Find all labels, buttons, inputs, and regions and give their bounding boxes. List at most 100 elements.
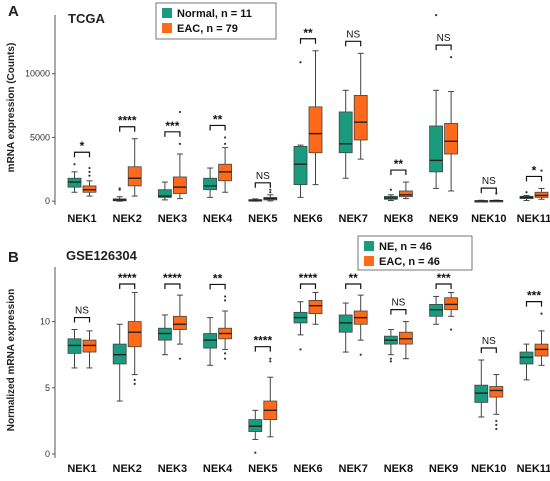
- outlier-point: [495, 419, 498, 423]
- significance-bracket: [435, 44, 452, 51]
- box-iqr: [172, 176, 187, 194]
- outlier-point: [389, 188, 392, 191]
- x-tick-label: NEK1: [67, 463, 96, 475]
- significance-label: *: [80, 139, 85, 153]
- x-tick-label: NEK10: [471, 463, 506, 475]
- x-tick-label: NEK4: [203, 463, 233, 475]
- box-iqr: [308, 300, 323, 315]
- outlier-point: [224, 357, 227, 360]
- significance-label: ****: [118, 114, 137, 128]
- box-nek5-eac: [263, 357, 278, 438]
- outlier-point: [269, 357, 272, 360]
- box-iqr: [489, 386, 504, 398]
- significance-bracket: [119, 283, 136, 289]
- outlier-point: [178, 357, 181, 360]
- box-iqr: [157, 189, 172, 198]
- box-nek10-eac: [489, 192, 504, 203]
- box-nek5-eac: [263, 188, 278, 202]
- significance-nek8: NS: [390, 298, 407, 315]
- x-tick-label: NEK5: [248, 213, 277, 225]
- box-iqr: [444, 123, 459, 155]
- x-tick-label: NEK11: [517, 463, 550, 475]
- significance-nek1: NS: [73, 306, 91, 323]
- x-tick-label: NEK2: [113, 213, 142, 225]
- legend-swatch: [162, 23, 172, 33]
- box-iqr: [293, 145, 308, 186]
- box-iqr: [127, 321, 142, 348]
- box-iqr: [338, 111, 353, 154]
- outlier-point: [450, 328, 453, 331]
- significance-nek4: **: [209, 112, 226, 131]
- significance-nek11: *: [525, 163, 543, 182]
- legend-entry: EAC, n = 79: [177, 23, 238, 35]
- significance-nek9: NS: [435, 33, 452, 51]
- box-nek8-control: [383, 188, 398, 202]
- x-tick-label: NEK3: [158, 213, 187, 225]
- significance-label: NS: [391, 298, 405, 309]
- significance-bracket: [73, 151, 91, 158]
- box-nek2-control: [112, 187, 127, 202]
- legend-swatch: [364, 256, 374, 266]
- significance-label: NS: [437, 33, 451, 44]
- box-nek3-eac: [172, 110, 187, 200]
- y-tick-label: 10: [40, 317, 50, 327]
- box-nek2-eac: [127, 291, 142, 385]
- significance-label: ****: [299, 271, 318, 285]
- outlier-point: [178, 110, 181, 114]
- significance-nek7: NS: [345, 29, 362, 47]
- significance-bracket: [73, 316, 91, 323]
- panel-title: GSE126304: [66, 248, 138, 263]
- box-nek8-eac: [398, 181, 413, 200]
- y-tick-label: 0: [45, 449, 50, 459]
- outlier-point: [224, 295, 227, 298]
- significance-nek3: ***: [164, 119, 181, 137]
- box-iqr: [398, 190, 413, 198]
- outlier-point: [224, 299, 227, 302]
- significance-bracket: [299, 283, 317, 289]
- box-nek9-control: [429, 13, 444, 189]
- significance-bracket: [435, 283, 452, 289]
- significance-nek5: ****: [253, 334, 272, 352]
- significance-nek4: **: [209, 271, 226, 290]
- significance-label: NS: [346, 29, 360, 40]
- legend-swatch: [162, 8, 172, 18]
- box-nek11-eac: [534, 169, 549, 200]
- significance-bracket: [480, 187, 497, 194]
- significance-label: NS: [482, 176, 496, 187]
- outlier-point: [133, 378, 136, 381]
- outlier-point: [359, 353, 362, 356]
- x-tick-label: NEK7: [339, 463, 368, 475]
- significance-bracket: [164, 283, 181, 289]
- outlier-point: [389, 360, 392, 363]
- significance-bracket: [525, 301, 543, 307]
- significance-nek1: *: [73, 139, 91, 158]
- outlier-point: [224, 136, 227, 139]
- box-nek9-eac: [444, 291, 459, 331]
- box-nek11-control: [519, 343, 534, 381]
- significance-nek9: ***: [435, 271, 452, 289]
- x-tick-label: NEK11: [517, 213, 550, 225]
- significance-label: ****: [118, 271, 137, 285]
- significance-bracket: [209, 283, 226, 290]
- significance-bracket: [119, 126, 136, 132]
- significance-label: NS: [256, 171, 270, 182]
- x-tick-label: NEK3: [158, 463, 187, 475]
- box-nek4-control: [203, 167, 218, 198]
- significance-nek7: **: [345, 271, 362, 289]
- box-nek4-control: [203, 317, 218, 366]
- significance-nek6: ****: [299, 271, 318, 289]
- box-nek10-control: [474, 359, 489, 418]
- box-nek3-control: [157, 314, 172, 356]
- outlier-point: [389, 357, 392, 360]
- significance-bracket: [390, 169, 407, 176]
- panel-letter: B: [8, 249, 19, 266]
- box-nek1-eac: [82, 166, 97, 197]
- x-tick-label: NEK1: [67, 213, 96, 225]
- outlier-point: [73, 163, 76, 166]
- box-iqr: [308, 106, 323, 154]
- outlier-point: [435, 13, 438, 17]
- significance-label: ***: [527, 289, 541, 303]
- box-nek6-eac: [308, 291, 323, 325]
- significance-label: ****: [253, 334, 272, 348]
